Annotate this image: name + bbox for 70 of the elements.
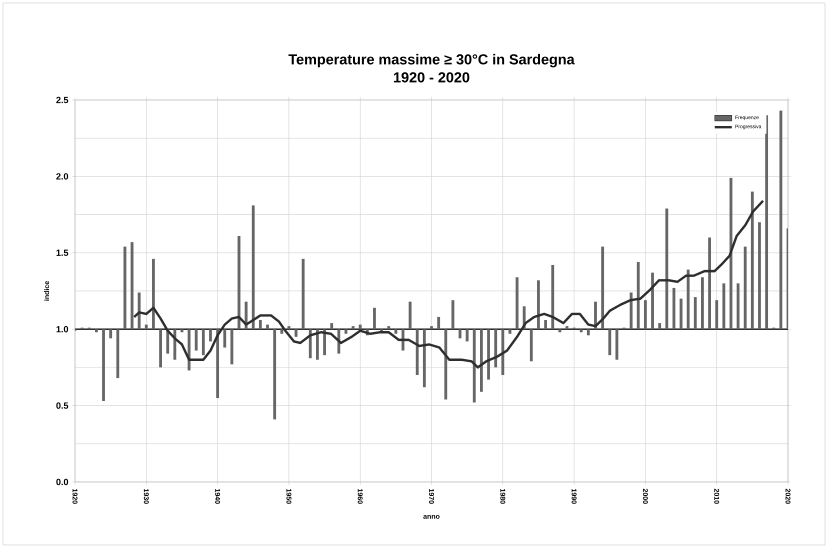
bar [258,320,262,330]
bar [102,329,105,401]
chart-subtitle: 1920 - 2020 [394,72,470,82]
bar [352,326,354,330]
y-tick-label: 0.5 [56,402,68,409]
bar [722,283,726,330]
bar [672,288,676,330]
bar [537,280,540,330]
bar [758,222,761,330]
bar [437,316,440,330]
bar [287,326,290,330]
bar [451,300,454,330]
bar [480,329,483,392]
bar [422,329,426,388]
bar [238,236,240,330]
bar [494,329,498,368]
bar [566,326,568,330]
bar [230,329,234,364]
bar [558,329,562,332]
bar [280,329,284,334]
bar [658,323,662,330]
bar [651,272,654,330]
bar [130,242,134,330]
bar [138,292,141,330]
bar [159,329,162,368]
bar [508,329,512,334]
y-tick-label: 2.5 [56,96,68,104]
bar [430,326,433,330]
line-series [132,200,764,369]
bar [109,329,112,338]
y-tick-label: 1.5 [56,250,68,256]
bar [209,329,212,342]
bar [152,258,155,330]
chart-title: Temperature massime ≥ 30°C in Sardegna [288,54,575,68]
bar [736,283,740,330]
y-tick-label: 0.0 [56,478,68,486]
bar [344,329,348,334]
bar [302,258,305,330]
y-tick-label: 1.0 [56,326,68,332]
bar [273,329,276,420]
bar [779,110,782,330]
bar [765,115,768,330]
bar [94,329,98,332]
bar [680,298,682,330]
bar [323,329,326,356]
y-tick-label: 2.0 [56,173,68,180]
bar [630,292,633,330]
bar [644,300,647,330]
bar [408,302,412,330]
bar [615,329,618,360]
bar [487,329,490,380]
bar [266,324,269,330]
bar [180,329,184,332]
bar [701,277,704,330]
bar [216,329,220,398]
bar [466,329,469,342]
bar [544,320,548,330]
bar [373,308,376,330]
bar [586,329,590,336]
bar [458,329,462,338]
bar [516,277,518,330]
bar [123,246,126,330]
bar [394,329,398,334]
bar [750,192,754,330]
bar [316,329,319,360]
bar [730,178,732,330]
bar [294,329,298,337]
bar [601,246,604,330]
bar [202,329,205,356]
bar [708,238,711,330]
